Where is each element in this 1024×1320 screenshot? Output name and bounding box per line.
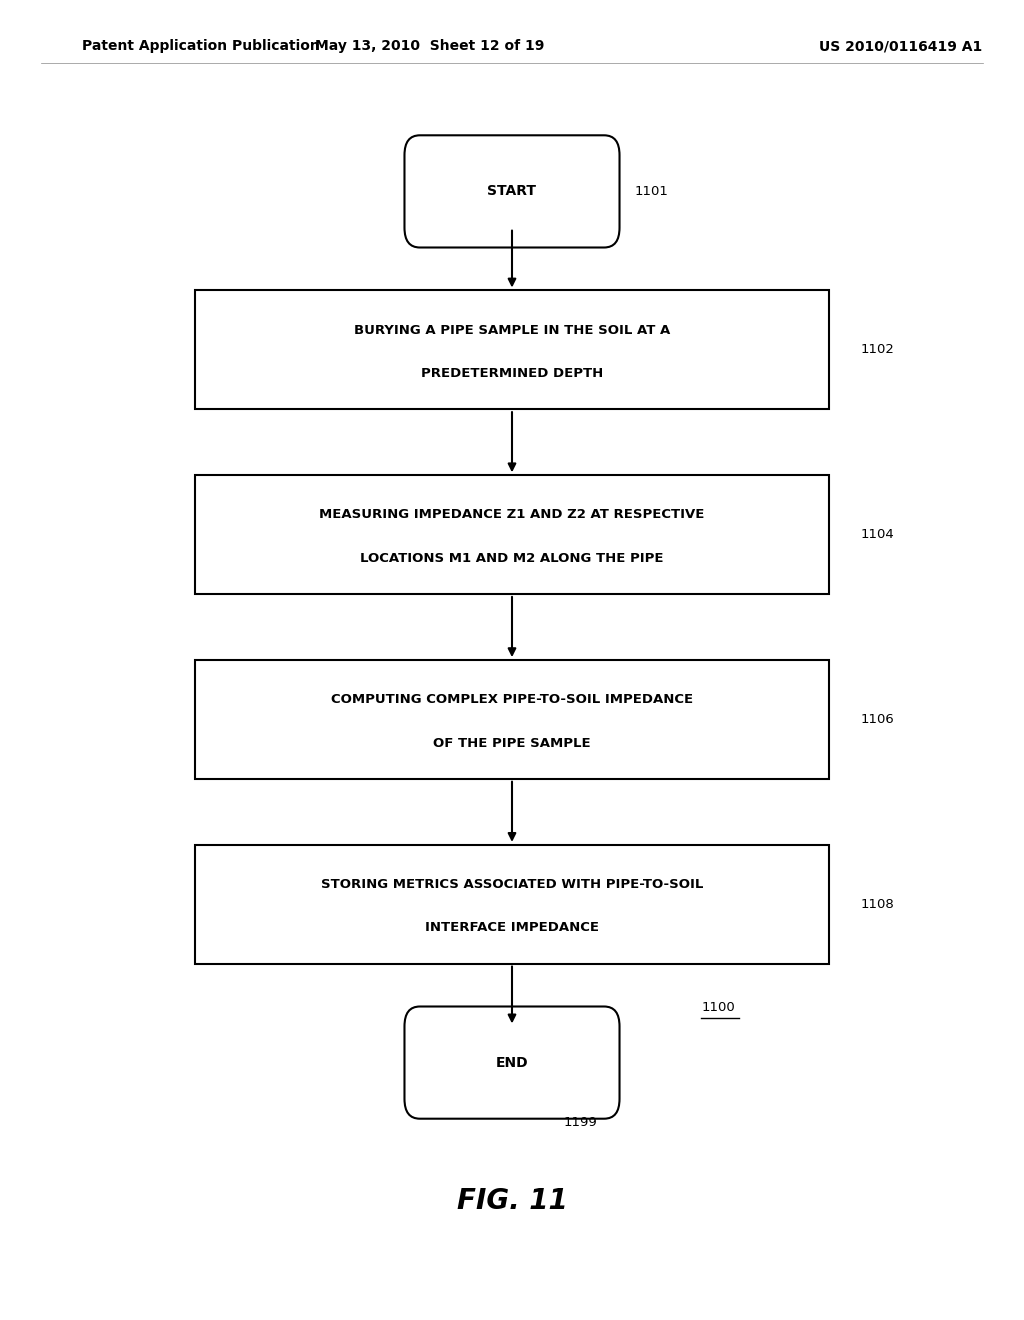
- FancyBboxPatch shape: [404, 1006, 620, 1118]
- Text: INTERFACE IMPEDANCE: INTERFACE IMPEDANCE: [425, 921, 599, 935]
- Text: 1108: 1108: [860, 898, 894, 911]
- Text: MEASURING IMPEDANCE Z1 AND Z2 AT RESPECTIVE: MEASURING IMPEDANCE Z1 AND Z2 AT RESPECT…: [319, 508, 705, 521]
- Bar: [195, 845, 829, 964]
- Bar: [195, 475, 829, 594]
- Text: May 13, 2010  Sheet 12 of 19: May 13, 2010 Sheet 12 of 19: [315, 40, 545, 53]
- Text: 1102: 1102: [860, 343, 894, 356]
- Text: Patent Application Publication: Patent Application Publication: [82, 40, 319, 53]
- Text: FIG. 11: FIG. 11: [457, 1187, 567, 1216]
- Text: BURYING A PIPE SAMPLE IN THE SOIL AT A: BURYING A PIPE SAMPLE IN THE SOIL AT A: [354, 323, 670, 337]
- Text: START: START: [487, 185, 537, 198]
- Bar: [195, 660, 829, 779]
- Text: LOCATIONS M1 AND M2 ALONG THE PIPE: LOCATIONS M1 AND M2 ALONG THE PIPE: [360, 552, 664, 565]
- Text: STORING METRICS ASSOCIATED WITH PIPE-TO-SOIL: STORING METRICS ASSOCIATED WITH PIPE-TO-…: [321, 878, 703, 891]
- Text: COMPUTING COMPLEX PIPE-TO-SOIL IMPEDANCE: COMPUTING COMPLEX PIPE-TO-SOIL IMPEDANCE: [331, 693, 693, 706]
- Text: 1104: 1104: [860, 528, 894, 541]
- Text: US 2010/0116419 A1: US 2010/0116419 A1: [819, 40, 983, 53]
- Text: 1106: 1106: [860, 713, 894, 726]
- Text: OF THE PIPE SAMPLE: OF THE PIPE SAMPLE: [433, 737, 591, 750]
- Text: 1101: 1101: [635, 185, 669, 198]
- FancyBboxPatch shape: [404, 135, 620, 248]
- Bar: [195, 290, 829, 409]
- Text: 1199: 1199: [563, 1115, 597, 1129]
- Text: PREDETERMINED DEPTH: PREDETERMINED DEPTH: [421, 367, 603, 380]
- Text: END: END: [496, 1056, 528, 1069]
- Text: 1100: 1100: [701, 1001, 735, 1014]
